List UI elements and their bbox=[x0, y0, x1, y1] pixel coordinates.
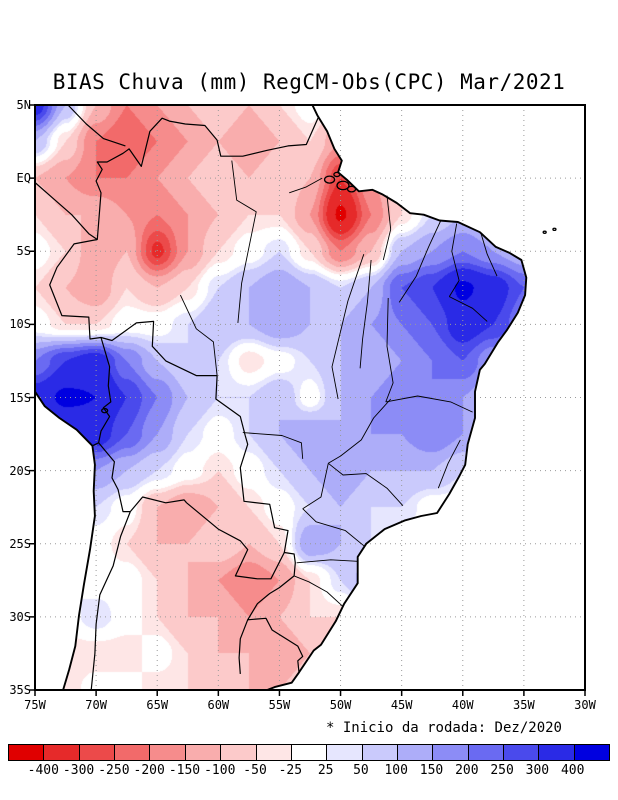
island-mark bbox=[336, 180, 350, 191]
colorbar-tick-label: -400 bbox=[27, 763, 59, 778]
lon-tick-label: 30W bbox=[574, 698, 596, 712]
lon-tick-label: 65W bbox=[146, 698, 169, 712]
colorbar-swatch bbox=[538, 745, 574, 760]
colorbar-swatch bbox=[290, 745, 327, 760]
colorbar-tick-label: -50 bbox=[243, 763, 267, 778]
colorbar-swatch bbox=[361, 745, 397, 760]
lat-tick-label: 20S bbox=[9, 463, 31, 478]
state-border bbox=[385, 395, 473, 413]
colorbar-swatch bbox=[43, 745, 79, 760]
colorbar-swatch bbox=[255, 745, 291, 760]
map-overlay bbox=[29, 104, 586, 696]
atlantic-coastline bbox=[266, 104, 528, 691]
lon-tick-label: 75W bbox=[24, 698, 46, 712]
island-mark bbox=[552, 227, 557, 232]
colorbar-swatch bbox=[9, 745, 44, 760]
state-border bbox=[328, 462, 404, 507]
colorbar-swatch bbox=[573, 745, 610, 760]
lon-tick-label: 45W bbox=[390, 698, 413, 712]
state-border bbox=[449, 296, 488, 322]
country-border bbox=[186, 502, 285, 580]
state-border bbox=[293, 575, 344, 607]
colorbar-tick-label: -25 bbox=[278, 763, 303, 778]
colorbar-tick-label: -150 bbox=[168, 763, 201, 778]
colorbar-swatch bbox=[432, 745, 468, 760]
lat-tick-label: 15S bbox=[9, 390, 31, 405]
state-border bbox=[385, 297, 394, 403]
lat-tick-label: 10S bbox=[9, 317, 31, 332]
colorbar bbox=[8, 744, 610, 761]
colorbar-swatch bbox=[503, 745, 539, 760]
lat-tick-label: 35S bbox=[9, 683, 31, 697]
colorbar-swatch bbox=[184, 745, 221, 760]
lat-tick-label: 5N bbox=[16, 98, 31, 112]
state-border bbox=[448, 223, 460, 297]
pacific-ocean-mask bbox=[35, 391, 95, 690]
colorbar-tick-label: -300 bbox=[62, 763, 95, 778]
colorbar-swatch bbox=[78, 745, 115, 760]
colorbar-tick-label: 50 bbox=[353, 763, 369, 778]
colorbar-swatch bbox=[467, 745, 504, 760]
colorbar-tick-label: -100 bbox=[204, 763, 236, 778]
state-border bbox=[480, 233, 498, 277]
island-mark bbox=[346, 185, 357, 193]
state-border bbox=[331, 254, 365, 400]
run-start-note: * Inicio da rodada: Dez/2020 bbox=[325, 720, 562, 736]
state-border bbox=[398, 220, 442, 303]
island-mark bbox=[323, 175, 336, 184]
country-border bbox=[67, 104, 126, 147]
country-border bbox=[90, 511, 131, 691]
colorbar-tick-label: -250 bbox=[98, 763, 130, 778]
state-border bbox=[242, 432, 304, 459]
map-plot: 5N EQ 5S 10S 15S 20S 25S 30S 35S 75W 70W 65W 60W 55W… bbox=[9, 98, 596, 712]
country-border bbox=[92, 337, 112, 447]
island-mark bbox=[333, 171, 341, 178]
colorbar-labels: -400 -300 -250 -200 -150 -100 -50 -25 25 50 100 150… bbox=[8, 763, 610, 779]
colorbar-swatch bbox=[396, 745, 433, 760]
country-border bbox=[34, 182, 98, 240]
colorbar-swatch bbox=[220, 745, 256, 760]
state-border bbox=[302, 508, 366, 548]
lon-tick-label: 40W bbox=[451, 698, 474, 712]
lat-tick-label: 30S bbox=[9, 609, 31, 624]
colorbar-tick-label: 250 bbox=[490, 763, 514, 778]
lon-tick-label: 55W bbox=[268, 698, 291, 712]
lon-tick-label: 50W bbox=[329, 698, 352, 712]
colorbar-swatch bbox=[114, 745, 150, 760]
colorbar-tick-label: 100 bbox=[384, 763, 408, 778]
state-border bbox=[179, 294, 218, 376]
state-border bbox=[296, 559, 358, 564]
colorbar-swatch bbox=[326, 745, 362, 760]
colorbar-swatch bbox=[149, 745, 185, 760]
colorbar-tick-label: -200 bbox=[133, 763, 165, 778]
island-mark bbox=[101, 407, 109, 414]
state-border bbox=[359, 259, 372, 369]
country-border bbox=[238, 619, 249, 674]
state-border bbox=[231, 160, 257, 323]
colorbar-tick-label: 25 bbox=[317, 763, 334, 778]
state-border bbox=[302, 463, 329, 510]
lon-tick-label: 70W bbox=[85, 698, 107, 712]
lon-tick-label: 35W bbox=[513, 698, 535, 712]
country-border bbox=[98, 442, 131, 513]
colorbar-tick-label: 200 bbox=[455, 763, 479, 778]
country-border bbox=[129, 496, 188, 512]
lat-tick-label: EQ bbox=[16, 171, 31, 186]
plot-title: BIAS Chuva (mm) RegCM-Obs(CPC) Mar/2021 bbox=[52, 70, 566, 94]
pacific-coastline bbox=[34, 391, 96, 691]
state-border bbox=[289, 177, 323, 194]
lat-tick-label: 25S bbox=[9, 536, 31, 551]
colorbar-tick-label: 300 bbox=[525, 763, 550, 778]
state-border bbox=[437, 439, 461, 489]
island-mark bbox=[542, 230, 547, 234]
lat-tick-label: 5S bbox=[16, 244, 31, 259]
state-border bbox=[382, 195, 392, 261]
state-border bbox=[328, 398, 392, 464]
country-border bbox=[49, 116, 320, 673]
colorbar-tick-label: 150 bbox=[419, 763, 444, 778]
lon-tick-label: 60W bbox=[207, 698, 230, 712]
colorbar-tick-label: 400 bbox=[560, 763, 585, 778]
